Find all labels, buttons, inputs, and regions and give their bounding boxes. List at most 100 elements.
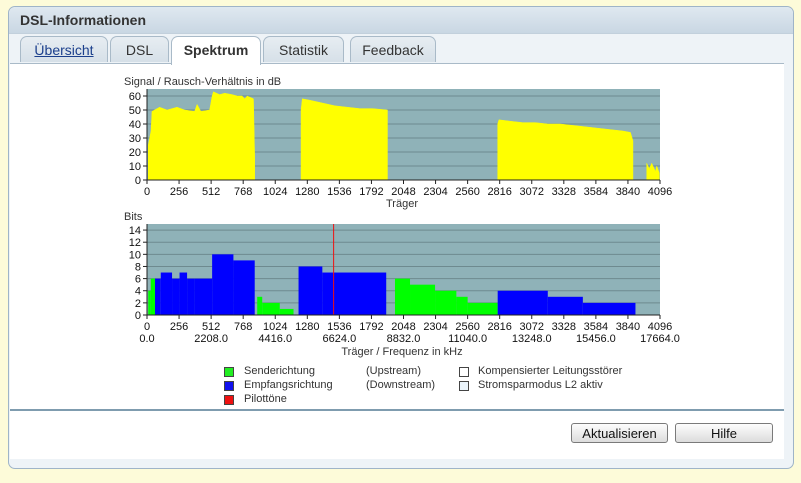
downstream-bar <box>160 272 173 315</box>
legend-swatch-downstream <box>224 381 234 391</box>
snr-y-tick-label: 30 <box>129 133 141 145</box>
snr-y-tick-label: 10 <box>129 161 141 173</box>
bits-x-tick-label: 4096 <box>648 321 672 333</box>
bits-y-tick-label: 8 <box>135 261 141 273</box>
bits-y-tick-label: 14 <box>129 225 141 237</box>
bits-x-tick-label: 0 <box>144 321 150 333</box>
snr-x-tick-label: 2560 <box>455 186 479 198</box>
bits-y-tick-label: 2 <box>135 298 141 310</box>
downstream-bar <box>298 266 323 315</box>
upstream-bar <box>148 290 151 315</box>
bits-x-tick-label: 2304 <box>423 321 447 333</box>
snr-x-tick-label: 4096 <box>648 186 672 198</box>
legend-label-pilot: Pilottöne <box>244 393 287 405</box>
bits-frequency-tick-label: 4416.0 <box>258 333 292 345</box>
bits-frequency-tick-label: 0.0 <box>139 333 154 345</box>
snr-area-segment <box>497 119 634 181</box>
upstream-bar <box>150 278 156 315</box>
snr-x-tick-label: 1280 <box>295 186 319 198</box>
page-title: DSL-Informationen <box>20 12 146 28</box>
snr-x-tick-label: 256 <box>170 186 188 198</box>
upstream-bar <box>394 278 411 315</box>
snr-area-segment <box>646 162 660 181</box>
snr-y-tick-label: 0 <box>135 175 141 187</box>
bits-frequency-tick-label: 17664.0 <box>640 333 680 345</box>
spectrum-charts: Signal / Rausch-Verhältnis in dB 0102030… <box>124 76 680 358</box>
bits-x-tick-label: 768 <box>234 321 252 333</box>
bits-y-tick-label: 6 <box>135 274 141 286</box>
bits-x-tick-label: 256 <box>170 321 188 333</box>
bits-x-tick-label: 2048 <box>391 321 415 333</box>
legend-swatch-pilot <box>224 395 234 405</box>
bits-x-tick-label: 3584 <box>584 321 608 333</box>
divider <box>10 409 784 411</box>
upstream-bar <box>467 302 498 315</box>
snr-x-tick-label: 3584 <box>584 186 608 198</box>
downstream-bar <box>497 290 548 315</box>
tab-spektrum[interactable]: Spektrum <box>171 36 261 65</box>
panel-header <box>9 7 793 34</box>
snr-y-tick-label: 20 <box>129 147 141 159</box>
snr-x-tick-label: 2048 <box>391 186 415 198</box>
snr-x-tick-label: 2816 <box>487 186 511 198</box>
tab-dsl[interactable]: DSL <box>110 36 169 62</box>
bits-frequency-tick-label: 8832.0 <box>387 333 421 345</box>
legend-swatch-l2-power <box>459 381 469 391</box>
upstream-bar <box>279 308 294 315</box>
tab-statistik[interactable]: Statistik <box>263 36 344 62</box>
bits-x-tick-label: 1024 <box>263 321 287 333</box>
bits-x-tick-label: 1536 <box>327 321 351 333</box>
snr-axes: 0 10 20 30 40 50 60 0 256 512 768 1024 1280 1536 1792 2… <box>129 89 672 198</box>
bits-frequency-tick-label: 13248.0 <box>512 333 552 345</box>
snr-x-tick-label: 1024 <box>263 186 287 198</box>
snr-x-tick-label: 0 <box>144 186 150 198</box>
bits-x-tick-label: 3072 <box>520 321 544 333</box>
tab-feedback[interactable]: Feedback <box>350 36 436 62</box>
bits-y-tick-label: 4 <box>135 286 141 298</box>
legend-label-l2-power: Stromsparmodus L2 aktiv <box>478 379 603 391</box>
snr-x-tick-label: 2304 <box>423 186 447 198</box>
bits-x-tick-label: 1280 <box>295 321 319 333</box>
bits-x-tick-label: 3840 <box>616 321 640 333</box>
bits-bars <box>148 224 636 315</box>
snr-y-tick-label: 50 <box>129 105 141 117</box>
legend-label-downstream: Empfangsrichtung <box>244 379 333 391</box>
upstream-bar <box>456 296 468 315</box>
legend-label-upstream: Senderichtung <box>244 365 315 377</box>
bits-y-tick-label: 0 <box>135 310 141 322</box>
snr-x-tick-label: 768 <box>234 186 252 198</box>
upstream-bar <box>410 284 436 315</box>
snr-area-segment <box>148 91 255 181</box>
downstream-bar <box>172 278 180 315</box>
bits-frequency-tick-label: 11040.0 <box>448 333 487 345</box>
legend-swatch-compensated <box>459 367 469 377</box>
bits-frequency-tick-label: 6624.0 <box>323 333 357 345</box>
legend-label-compensated: Kompensierter Leitungsstörer <box>478 365 623 377</box>
refresh-button[interactable]: Aktualisieren <box>571 423 668 443</box>
bits-y-tick-label: 10 <box>129 249 141 261</box>
snr-x-tick-label: 3072 <box>520 186 544 198</box>
bits-y-tick-label: 12 <box>129 237 141 249</box>
tab-label: Übersicht <box>34 42 94 58</box>
snr-x-tick-label: 1536 <box>327 186 351 198</box>
upstream-bar <box>262 302 280 315</box>
downstream-bar <box>155 278 161 315</box>
downstream-bar <box>233 260 255 315</box>
bits-x-axis-label: Träger / Frequenz in kHz <box>341 346 462 358</box>
bits-x-tick-label: 2560 <box>455 321 479 333</box>
bits-x-tick-label: 2816 <box>487 321 511 333</box>
downstream-bar <box>547 296 583 315</box>
bits-frequency-tick-label: 15456.0 <box>576 333 616 345</box>
tab-uebersicht[interactable]: Übersicht <box>20 36 108 62</box>
bits-frequency-tick-label: 2208.0 <box>194 333 228 345</box>
downstream-bar <box>187 278 195 315</box>
snr-y-tick-label: 40 <box>129 119 141 131</box>
help-button[interactable]: Hilfe <box>675 423 773 443</box>
snr-y-tick-label: 60 <box>129 91 141 103</box>
legend-direction-downstream: (Downstream) <box>366 379 436 391</box>
snr-chart-title: Signal / Rausch-Verhältnis in dB <box>124 76 281 88</box>
snr-x-tick-label: 512 <box>202 186 220 198</box>
upstream-bar <box>435 290 457 315</box>
bits-x-tick-label: 512 <box>202 321 220 333</box>
